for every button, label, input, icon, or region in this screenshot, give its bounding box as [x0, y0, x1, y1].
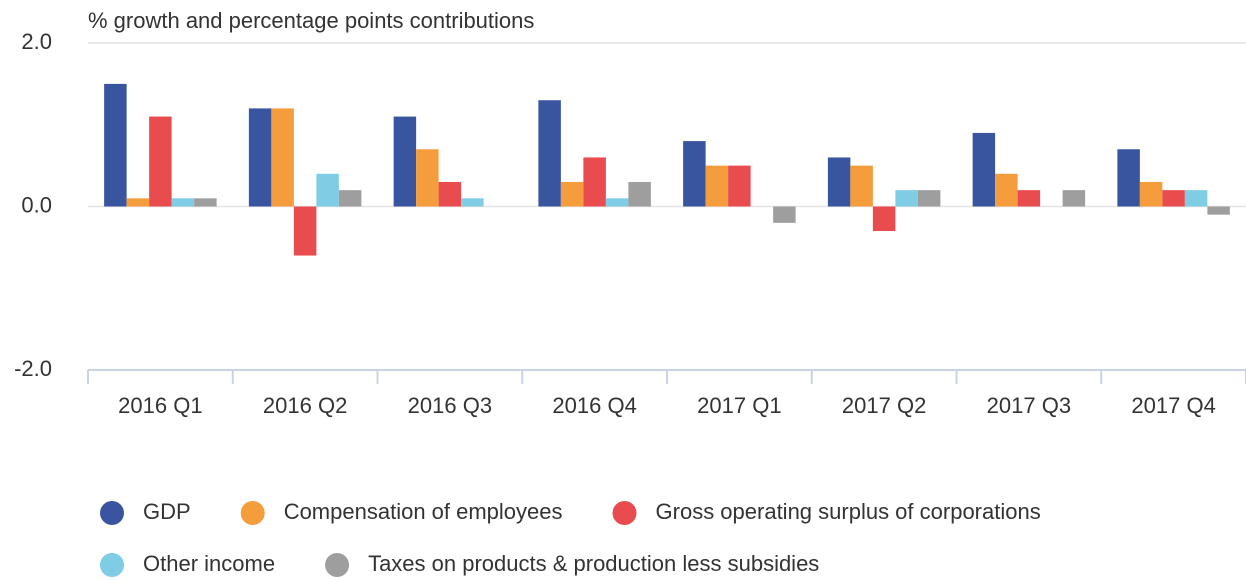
- y-tick-label: 0.0: [21, 192, 52, 217]
- bar: [1207, 206, 1230, 215]
- legend-label: Other income: [143, 551, 275, 576]
- bar: [605, 198, 629, 207]
- x-tick-label: 2016 Q2: [263, 393, 347, 418]
- x-tick-label: 2017 Q1: [697, 393, 781, 418]
- bar: [583, 157, 606, 207]
- bar: [126, 198, 150, 207]
- legend-label: Gross operating surplus of corporations: [656, 499, 1041, 524]
- bar: [271, 108, 294, 207]
- legend-swatch: [325, 553, 350, 577]
- bar: [850, 165, 873, 207]
- bar: [728, 165, 751, 207]
- x-tick-label: 2017 Q2: [842, 393, 926, 418]
- bar: [194, 198, 217, 207]
- bar: [1184, 190, 1208, 207]
- bar: [248, 108, 272, 207]
- bar: [416, 149, 439, 207]
- bar: [1017, 190, 1041, 207]
- bar: [149, 116, 172, 207]
- bar: [338, 190, 362, 207]
- bar: [1162, 190, 1185, 207]
- bar: [872, 206, 896, 232]
- bar: [705, 165, 729, 207]
- legend-swatch: [612, 501, 637, 525]
- y-tick-label: 2.0: [21, 29, 52, 54]
- bar: [972, 132, 996, 207]
- legend-swatch: [100, 553, 124, 577]
- bar: [104, 83, 127, 207]
- bar: [1062, 190, 1086, 207]
- bar: [293, 206, 317, 256]
- x-tick-label: 2017 Q4: [1131, 393, 1215, 418]
- bar: [438, 181, 462, 207]
- legend-swatch: [240, 501, 265, 525]
- legend-label: GDP: [143, 499, 191, 524]
- x-tick-label: 2016 Q4: [552, 393, 636, 418]
- legend-label: Taxes on products & production less subs…: [368, 551, 819, 576]
- x-tick-label: 2017 Q3: [987, 393, 1071, 418]
- legend-label: Compensation of employees: [284, 499, 563, 524]
- bar: [171, 198, 195, 207]
- bar: [560, 181, 584, 207]
- bar: [827, 157, 851, 207]
- y-tick-label: -2.0: [14, 356, 52, 381]
- bar: [461, 198, 484, 207]
- bar: [683, 141, 706, 207]
- bar: [628, 181, 651, 207]
- bar: [538, 100, 561, 207]
- axis-title: % growth and percentage points contribut…: [88, 8, 534, 33]
- bar: [393, 116, 417, 207]
- x-tick-label: 2016 Q1: [118, 393, 202, 418]
- bar: [1117, 149, 1140, 207]
- bar: [895, 190, 918, 207]
- legend-swatch: [100, 501, 124, 525]
- x-tick-label: 2016 Q3: [408, 393, 492, 418]
- bar: [917, 190, 941, 207]
- bar: [316, 173, 339, 207]
- bar: [773, 206, 796, 223]
- bar: [1139, 181, 1163, 207]
- bar: [995, 173, 1018, 207]
